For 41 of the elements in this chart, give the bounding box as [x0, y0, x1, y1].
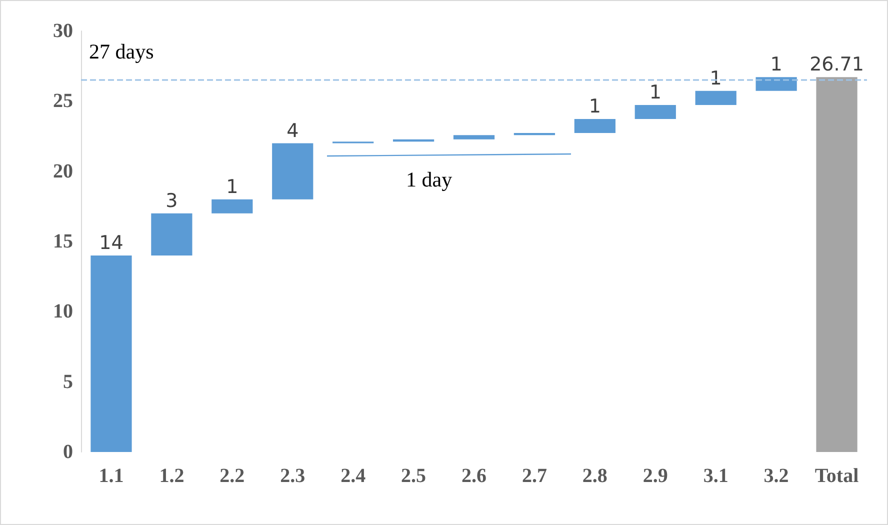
x-tick-label: 2.3: [280, 465, 306, 487]
y-tick-label: 5: [63, 370, 73, 393]
x-tick-label: 2.4: [340, 465, 366, 487]
x-tick-label: 3.2: [764, 465, 789, 487]
bar: [816, 77, 858, 452]
bar: [272, 143, 314, 200]
x-tick-label: 2.5: [401, 465, 426, 487]
x-tick-label: 1.2: [159, 465, 184, 487]
data-label: 4: [286, 120, 299, 142]
bar: [695, 90, 736, 105]
bar: [90, 256, 132, 452]
data-label: 1: [226, 176, 238, 198]
data-label: 1: [649, 81, 662, 104]
x-tick-label: 2.2: [220, 465, 245, 487]
y-tick-label: 20: [53, 160, 73, 182]
bar: [212, 199, 253, 214]
y-tick-label: 25: [53, 90, 73, 112]
x-tick-label: 3.1: [703, 465, 728, 487]
y-tick-label: 30: [53, 20, 73, 42]
data-label: 1: [770, 54, 782, 76]
y-tick-label: 10: [53, 300, 73, 323]
y-tick-label: 15: [53, 230, 73, 252]
ref-line-label: 27 days: [89, 40, 154, 64]
annotation: 1 day: [406, 168, 453, 192]
data-label: 26.71: [810, 54, 864, 76]
data-label: 1: [588, 95, 601, 118]
data-label: 14: [99, 232, 124, 254]
bar: [453, 135, 495, 140]
x-tick-label: 2.9: [642, 465, 668, 487]
x-tick-label: 2.7: [522, 465, 547, 487]
x-tick-label: 2.8: [582, 465, 608, 487]
x-tick-label: Total: [814, 465, 860, 487]
data-label: 1: [710, 67, 722, 90]
y-tick-label: 0: [63, 441, 73, 463]
bar: [574, 118, 616, 134]
bar: [756, 77, 797, 91]
bar: [634, 104, 676, 119]
x-tick-label: 2.6: [462, 465, 486, 487]
data-label: 3: [166, 190, 178, 212]
x-tick-label: 1.1: [98, 465, 124, 487]
bar: [151, 213, 192, 256]
